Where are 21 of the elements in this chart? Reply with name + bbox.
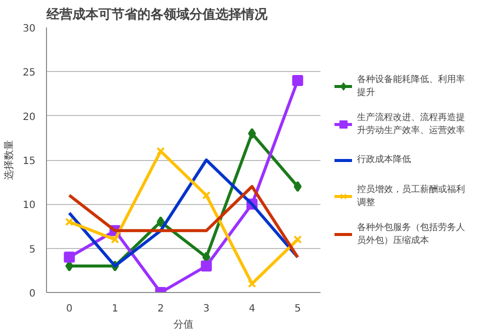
y-tick-label: 15 xyxy=(22,156,36,167)
legend-label: 各种设备能耗降低、利用率提升 xyxy=(357,74,465,98)
x-tick-label: 1 xyxy=(112,304,118,314)
y-tick-label: 10 xyxy=(22,200,36,212)
legend-label: 控员增效，员工薪酬或福利调整 xyxy=(357,184,465,208)
legend-label: 各种外包服务（包括劳务人员外包）压缩成本 xyxy=(357,222,465,246)
y-tick-label: 25 xyxy=(22,68,36,79)
x-tick-label: 5 xyxy=(294,304,301,314)
y-tick-label: 30 xyxy=(22,24,36,34)
y-axis-title: 选择数量 xyxy=(2,140,15,180)
x-tick-label: 2 xyxy=(157,304,164,314)
legend-label: 生产流程改进、流程再造提升劳动生产效率、运营效率 xyxy=(357,112,465,136)
x-tick-label: 3 xyxy=(203,304,210,314)
chart-title: 经营成本可节省的各领域分值选择情况 xyxy=(46,6,268,22)
x-axis-title: 分值 xyxy=(174,318,194,330)
y-tick-label: 5 xyxy=(29,244,36,256)
y-tick-label: 20 xyxy=(22,112,36,123)
y-tick-label: 0 xyxy=(29,288,36,300)
x-tick-label: 4 xyxy=(248,304,256,314)
legend-label: 行政成本降低 xyxy=(357,154,411,167)
x-tick-label: 0 xyxy=(66,304,73,314)
